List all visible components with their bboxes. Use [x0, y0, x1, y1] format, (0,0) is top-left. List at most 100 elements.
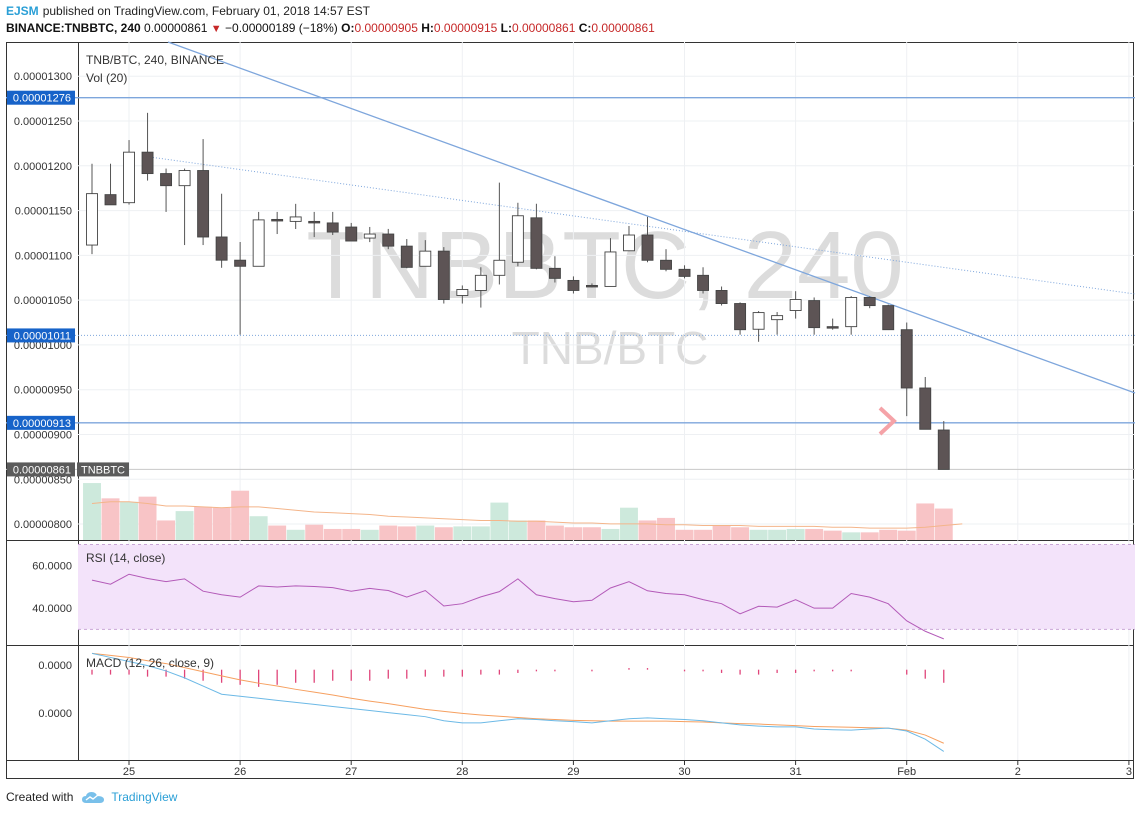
x-tick-label: 26	[234, 766, 246, 778]
arrow-marker-icon	[878, 406, 897, 436]
close-label: C:	[578, 21, 592, 35]
candle-body	[623, 234, 635, 252]
volume-bar	[638, 520, 657, 540]
x-tick-label: 30	[678, 766, 690, 778]
candle-body	[141, 151, 154, 175]
candle-body	[808, 300, 821, 329]
candle-body	[530, 217, 543, 269]
low-value: 0.00000861	[511, 21, 576, 35]
tradingview-link[interactable]: TradingView	[111, 790, 178, 804]
volume-bar	[83, 483, 101, 540]
price-change: −0.00000189 (−18%)	[225, 21, 338, 35]
candle-body	[160, 173, 173, 187]
volume-bar	[842, 532, 861, 540]
volume-bar	[323, 528, 342, 540]
chart-frame	[6, 42, 1134, 779]
x-tick-label: Feb	[897, 766, 916, 778]
volume-bar	[897, 530, 916, 540]
symbol-badge	[77, 462, 129, 477]
candle-body	[660, 259, 672, 270]
rsi-tick-label: 60.0000	[32, 561, 72, 573]
candle-body	[437, 250, 450, 300]
high-value: 0.00000915	[433, 21, 498, 35]
candle-body	[919, 387, 932, 430]
x-tick-label: 2	[1015, 766, 1021, 778]
author-name[interactable]: EJSM	[6, 4, 39, 18]
candle-body	[715, 290, 728, 304]
x-tick-label: 3	[1126, 766, 1132, 778]
candle-body	[252, 219, 265, 267]
publish-info: published on TradingView.com, February 0…	[42, 4, 371, 18]
y-tick-label: 0.00001150	[15, 206, 72, 218]
ohlc-legend: BINANCE:TNBBTC, 240 0.00000861 ▼ −0.0000…	[6, 21, 655, 35]
volume-bar	[453, 526, 472, 540]
down-arrow-icon: ▼	[210, 23, 222, 35]
candle-body	[586, 284, 598, 288]
watermark-sub: TNB/BTC	[512, 322, 709, 374]
candle-body	[771, 315, 784, 321]
volume-bar	[268, 525, 287, 540]
volume-bar	[823, 530, 842, 540]
volume-bar	[601, 528, 620, 540]
candle-body	[548, 267, 561, 279]
x-tick-label: 25	[123, 766, 135, 778]
candle-body	[197, 170, 210, 238]
volume-bar	[582, 527, 601, 540]
candle-body	[178, 170, 191, 187]
level-badge-label: 0.00001276	[13, 93, 71, 105]
symbol-label: BINANCE:TNBBTC, 240	[6, 21, 141, 35]
volume-bar	[286, 529, 305, 540]
volume-bar	[805, 528, 824, 540]
x-tick-label: 31	[789, 766, 801, 778]
main-pane-title: TNB/BTC, 240, BINANCE	[86, 53, 224, 67]
volume-bar	[342, 528, 361, 540]
x-tick-label: 29	[567, 766, 579, 778]
tradingview-cloud-icon	[82, 792, 105, 803]
last-price-badge-label: 0.00000861	[13, 464, 71, 476]
macd-line	[91, 652, 945, 752]
y-tick-label: 0.00001100	[15, 250, 72, 262]
high-label: H:	[421, 21, 434, 35]
close-value: 0.00000861	[591, 21, 655, 35]
last-price-badge	[7, 462, 75, 477]
candle-body	[400, 245, 413, 268]
candle-body	[363, 233, 376, 239]
volume-bar	[712, 525, 731, 540]
candle-body	[308, 220, 321, 224]
candle-body	[900, 329, 913, 389]
y-tick-label: 0.00000900	[14, 429, 72, 441]
candle-body	[86, 193, 98, 246]
candle-body	[789, 299, 802, 311]
volume-bar	[434, 527, 453, 540]
candle-body	[511, 215, 524, 263]
candle-body	[382, 233, 395, 247]
candle-body	[604, 251, 617, 287]
volume-bar	[101, 498, 120, 540]
volume-bar	[916, 503, 935, 540]
trend-line-dotted	[149, 156, 1136, 295]
volume-bar	[694, 529, 713, 540]
candle-body	[215, 236, 228, 261]
y-tick-label: 0.00000850	[14, 474, 72, 486]
candle-body	[271, 218, 284, 222]
candle-body	[734, 303, 747, 331]
candle-body	[882, 305, 895, 331]
x-tick-label: 28	[456, 766, 468, 778]
candle-body	[234, 259, 247, 267]
candle-body	[678, 268, 691, 277]
candle-body	[419, 250, 432, 267]
candle-body	[123, 151, 135, 204]
created-with-label: Created with	[6, 790, 74, 804]
macd-signal-line	[91, 652, 944, 744]
volume-bar	[490, 502, 509, 540]
candle-body	[641, 234, 654, 261]
volume-bar	[157, 520, 176, 540]
y-tick-label: 0.00001250	[14, 116, 72, 128]
candle-body	[289, 216, 302, 222]
level-badge-label: 0.00000913	[13, 418, 71, 430]
publish-line: EJSM published on TradingView.com, Februa…	[6, 4, 370, 18]
volume-bar	[231, 490, 250, 540]
candle-body	[474, 274, 487, 291]
rsi-title: RSI (14, close)	[86, 551, 165, 565]
